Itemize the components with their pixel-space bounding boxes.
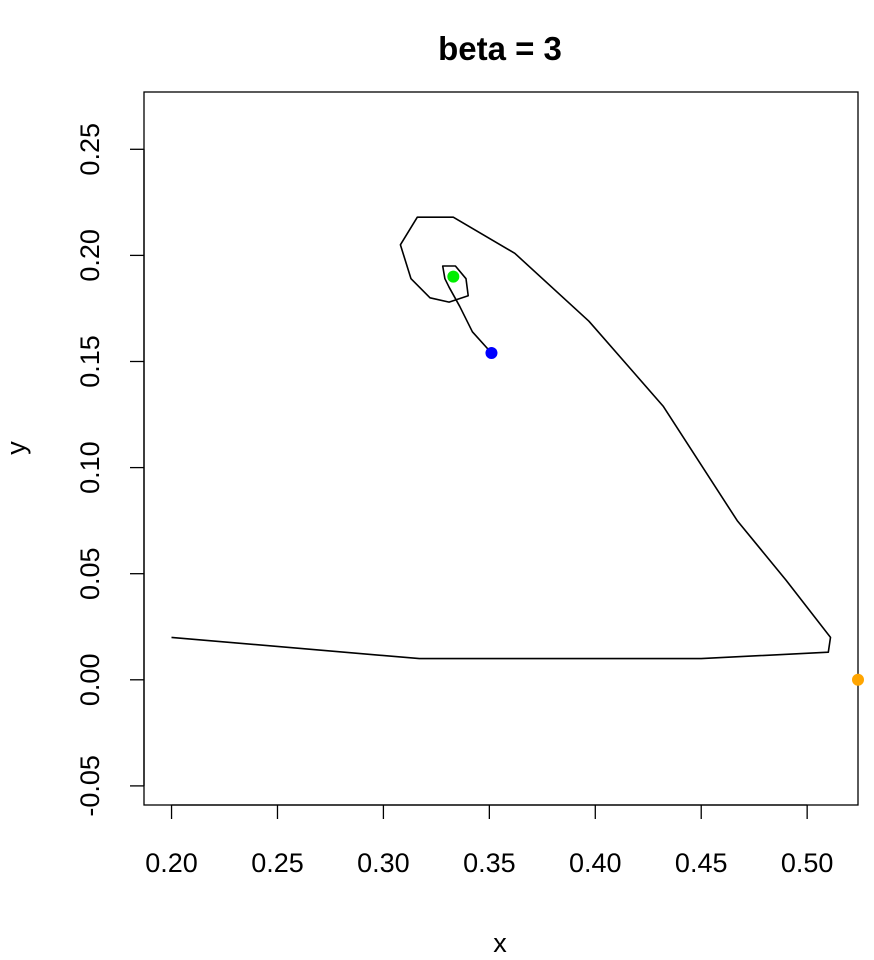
plot-frame <box>143 91 859 806</box>
y-tick-label: 0.25 <box>75 123 105 176</box>
y-tick-label: -0.05 <box>75 755 105 817</box>
series-line <box>171 216 832 660</box>
y-axis-label: y <box>1 441 31 455</box>
x-tick-label: 0.45 <box>675 848 728 878</box>
x-tick-label: 0.35 <box>463 848 516 878</box>
point-marker <box>447 270 460 283</box>
x-tick-label: 0.30 <box>357 848 410 878</box>
marker-layer <box>447 270 864 686</box>
x-tick-label: 0.25 <box>251 848 304 878</box>
x-tick-label: 0.40 <box>569 848 622 878</box>
series-layer <box>171 216 832 660</box>
x-tick-label: 0.50 <box>781 848 834 878</box>
point-marker <box>485 347 498 360</box>
y-tick-label: 0.05 <box>75 547 105 600</box>
x-axis: 0.20 0.25 0.30 0.35 0.40 0.45 0.50 <box>145 804 834 878</box>
y-tick-label: 0.10 <box>75 441 105 494</box>
point-marker <box>852 673 864 686</box>
chart-title: beta = 3 <box>438 30 562 67</box>
x-tick-label: 0.20 <box>145 848 198 878</box>
y-tick-label: 0.00 <box>75 654 105 707</box>
y-tick-label: 0.20 <box>75 229 105 282</box>
x-axis-label: x <box>493 928 507 958</box>
y-tick-label: 0.15 <box>75 335 105 388</box>
y-axis: -0.05 0.00 0.05 0.10 0.15 0.20 0.25 <box>75 123 145 817</box>
